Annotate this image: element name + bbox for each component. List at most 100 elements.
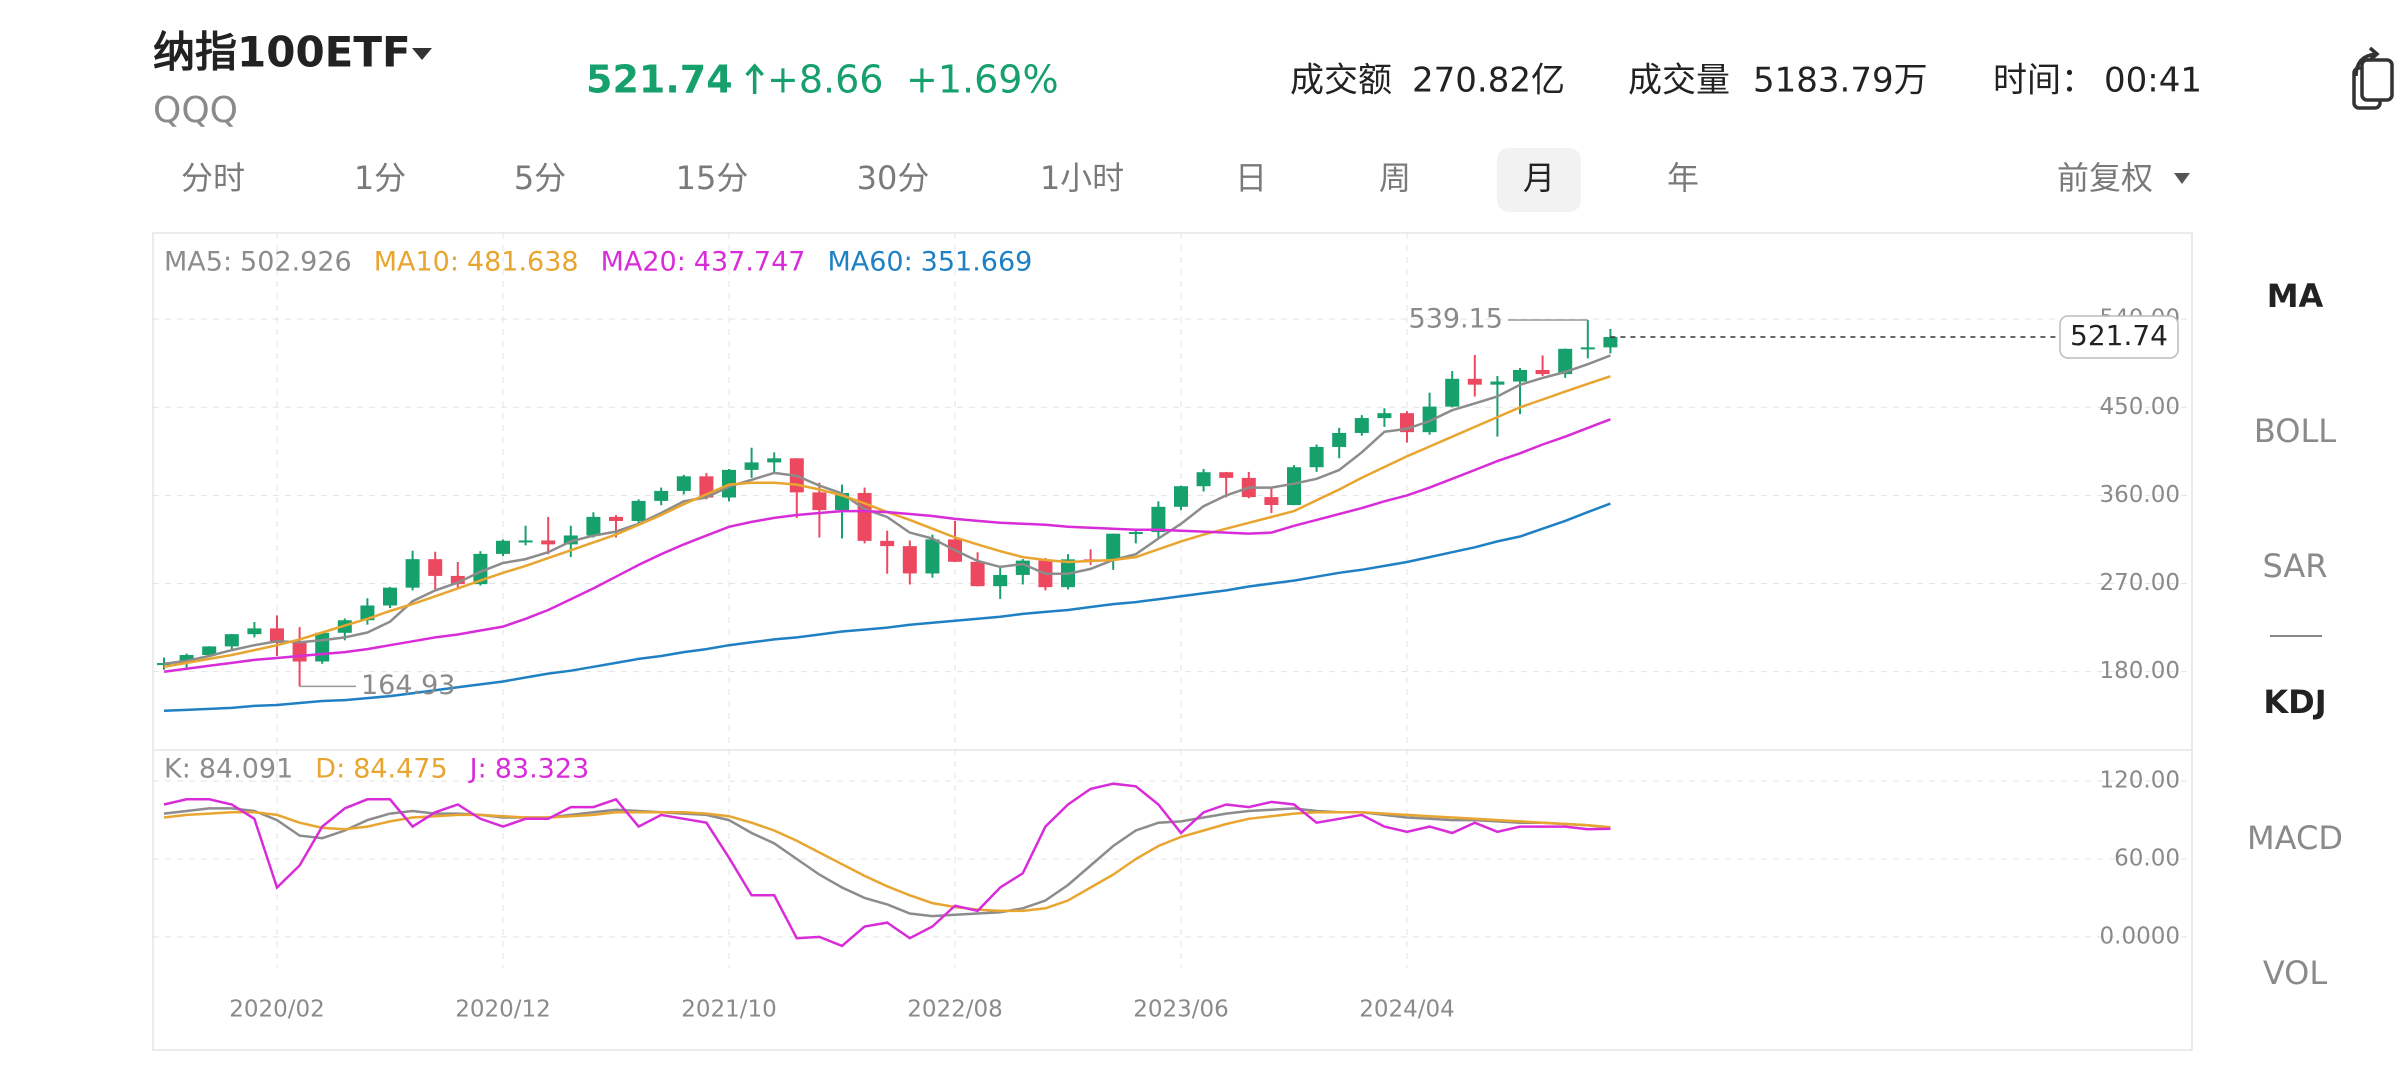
candle-body — [1445, 378, 1460, 407]
candle-body — [450, 575, 465, 585]
candle-body — [563, 535, 578, 545]
candle-body — [609, 516, 623, 521]
legend-value: 502.926 — [240, 247, 352, 278]
x-tick-label: 2021/10 — [681, 997, 777, 1023]
candle-body — [857, 492, 872, 541]
adjust-dropdown[interactable] — [2174, 173, 2190, 184]
price-change: +8.66 — [767, 58, 883, 102]
y-tick-label: 180.00 — [2100, 658, 2180, 684]
indicator-option[interactable]: KDJ — [2263, 683, 2326, 721]
fund-code: QQQ — [153, 90, 238, 131]
last-price: 521.74 — [586, 58, 733, 102]
legend-name: MA60: — [827, 247, 912, 278]
legend-value: 351.669 — [921, 247, 1033, 278]
candle-body — [1106, 533, 1121, 560]
candle-body — [1603, 337, 1618, 348]
legend-value: 481.638 — [467, 247, 579, 278]
up-arrow — [745, 63, 764, 94]
period-tab[interactable]: 月 — [1523, 159, 1555, 197]
candle-body — [1558, 348, 1573, 375]
indicator-line — [163, 418, 1611, 673]
price-change-pct: +1.69% — [906, 58, 1059, 102]
candle-body — [631, 500, 646, 521]
volume-label: 成交量 — [1628, 61, 1730, 101]
last-price-label: 521.74 — [2070, 319, 2168, 352]
x-tick-label: 2020/02 — [229, 997, 325, 1023]
candle-body — [496, 540, 510, 554]
rotate-icon[interactable] — [2352, 46, 2394, 110]
candle-body — [1264, 497, 1279, 506]
candle-body — [1332, 432, 1347, 447]
indicator-option[interactable]: MACD — [2247, 819, 2343, 857]
indicator-line — [163, 502, 1611, 713]
indicator-line — [163, 782, 1611, 948]
period-tab[interactable]: 周 — [1379, 159, 1411, 197]
period-tab[interactable]: 日 — [1235, 159, 1267, 197]
y-tick-label: 120.00 — [2100, 768, 2180, 794]
candle-body — [224, 634, 239, 647]
candle-body — [586, 516, 601, 536]
legend-value: 84.475 — [353, 754, 447, 785]
x-tick-label: 2020/12 — [455, 997, 551, 1023]
candle-body — [1580, 347, 1595, 350]
candle-body — [1490, 381, 1505, 385]
candle-body — [1219, 472, 1234, 478]
period-tab[interactable]: 年 — [1667, 159, 1699, 197]
period-tab[interactable]: 1小时 — [1040, 159, 1124, 197]
candle-body — [1151, 506, 1166, 533]
indicator-option[interactable]: SAR — [2262, 547, 2327, 585]
period-tab[interactable]: 5分 — [514, 159, 566, 197]
candle-body — [202, 646, 217, 656]
candle-body — [405, 559, 420, 588]
kline-chart: 2020/02 2020/12 2021/10 2022/08 2023/06 2024/… — [153, 233, 2192, 1023]
indicator-line — [163, 375, 1611, 669]
candle-body — [676, 476, 691, 491]
candle-body — [179, 655, 194, 664]
time-label: 时间： — [1993, 61, 2095, 101]
candle-body — [247, 628, 262, 635]
candle-body — [473, 553, 488, 585]
candle-body — [292, 642, 307, 662]
candle-body — [541, 540, 556, 545]
legend-value: 84.091 — [199, 754, 293, 785]
candle-body — [925, 539, 940, 574]
period-tab[interactable]: 1分 — [354, 159, 406, 197]
period-tab[interactable]: 30分 — [857, 159, 930, 197]
volume: 5183.79万 — [1753, 61, 1928, 101]
fund-title[interactable]: 纳指100ETF — [153, 28, 411, 77]
indicator-line — [163, 354, 1611, 666]
adjust-selector[interactable]: 前复权 — [2057, 159, 2153, 197]
candle-body — [157, 663, 171, 666]
legend-name: MA20: — [601, 247, 686, 278]
candle-body — [902, 546, 917, 574]
indicator-option[interactable]: MA — [2267, 277, 2324, 315]
y-tick-label: 270.00 — [2100, 570, 2180, 596]
candle-body — [970, 561, 985, 587]
candle-body — [383, 587, 397, 606]
title-dropdown[interactable] — [412, 48, 432, 60]
y-tick-label: 450.00 — [2100, 394, 2180, 420]
candle-body — [1174, 486, 1188, 507]
legend-name: K: — [164, 754, 191, 785]
indicator-option[interactable]: BOLL — [2254, 412, 2336, 450]
period-tab[interactable]: 15分 — [676, 159, 749, 197]
high-label: 539.15 — [1409, 303, 1503, 334]
last-price-box — [2059, 315, 2179, 359]
candle-body — [1422, 406, 1437, 433]
period-tab[interactable]: 分时 — [181, 159, 245, 197]
low-label: 164.93 — [361, 670, 455, 701]
x-tick-label: 2024/04 — [1359, 997, 1455, 1023]
x-tick-label: 2022/08 — [907, 997, 1003, 1023]
legend-name: MA5: — [164, 247, 232, 278]
legend-value: 83.323 — [495, 754, 589, 785]
indicator-option[interactable]: VOL — [2263, 954, 2328, 992]
time: 00:41 — [2104, 61, 2202, 101]
candle-body — [1309, 446, 1324, 468]
candle-body — [767, 458, 782, 463]
candle-body — [654, 490, 669, 501]
candle-body — [1196, 472, 1211, 487]
y-tick-label: 60.00 — [2114, 846, 2180, 872]
candle-body — [1377, 413, 1392, 419]
